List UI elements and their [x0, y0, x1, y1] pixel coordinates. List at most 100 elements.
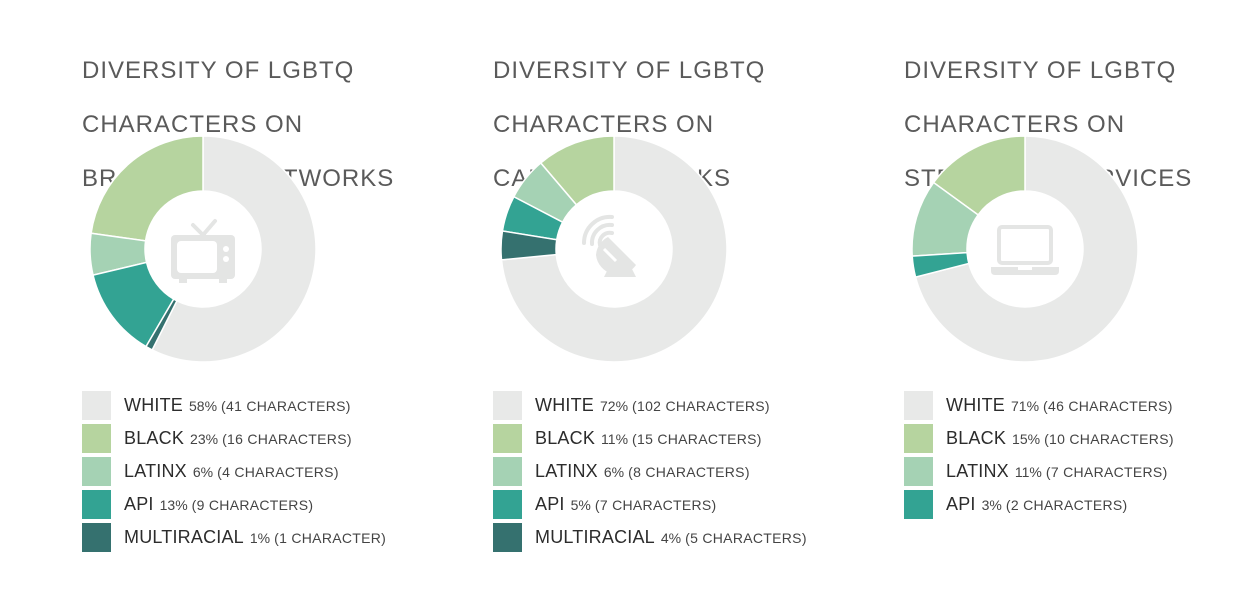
legend-count: (15 CHARACTERS): [632, 430, 762, 447]
donut-slice-white: [501, 136, 727, 362]
donut-slice-api: [501, 195, 564, 241]
legend-count: (5 CHARACTERS): [685, 529, 807, 546]
legend-percent: 5%: [570, 496, 591, 513]
legend-count: (41 CHARACTERS): [221, 397, 351, 414]
legend-percent: 11%: [601, 430, 629, 447]
chart-panel-cable: DIVERSITY OF LGBTQ CHARACTERS ON CABLE N…: [493, 30, 873, 590]
legend: WHITE 71% (46 CHARACTERS) BLACK 15% (10 …: [904, 391, 1174, 523]
legend-count: (10 CHARACTERS): [1044, 430, 1174, 447]
donut-slice-latinx: [90, 232, 148, 277]
legend-percent: 71%: [1011, 397, 1040, 414]
legend-count: (4 CHARACTERS): [217, 463, 339, 480]
legend-item: API 5% (7 CHARACTERS): [493, 490, 807, 519]
legend-label: MULTIRACIAL: [124, 527, 244, 547]
legend-item: WHITE 71% (46 CHARACTERS): [904, 391, 1174, 420]
legend-label: LATINX: [535, 461, 598, 481]
donut-slice-black: [932, 136, 1026, 216]
legend-count: (1 CHARACTER): [274, 529, 387, 546]
legend-label: API: [124, 494, 154, 514]
legend-label: LATINX: [946, 461, 1009, 481]
legend-item: LATINX 11% (7 CHARACTERS): [904, 457, 1174, 486]
legend-label: API: [946, 494, 976, 514]
legend-percent: 58%: [189, 397, 218, 414]
legend-swatch: [493, 457, 522, 486]
donut-chart: [90, 136, 316, 362]
legend-count: (7 CHARACTERS): [594, 496, 717, 513]
donut-slice-white: [151, 136, 316, 362]
legend-item: WHITE 58% (41 CHARACTERS): [82, 391, 386, 420]
legend-swatch: [82, 490, 111, 519]
legend-percent: 72%: [600, 397, 629, 414]
donut-slice-black: [539, 136, 615, 206]
satellite-dish-icon: [581, 214, 636, 277]
donut-slice-api: [92, 261, 175, 348]
legend: WHITE 58% (41 CHARACTERS) BLACK 23% (16 …: [82, 391, 386, 556]
title-line: CHARACTERS ON: [82, 111, 304, 138]
legend-item: MULTIRACIAL 1% (1 CHARACTER): [82, 523, 386, 552]
legend-count: (9 CHARACTERS): [191, 496, 314, 513]
legend-swatch: [493, 424, 522, 453]
legend-percent: 6%: [192, 463, 214, 480]
legend-item: MULTIRACIAL 4% (5 CHARACTERS): [493, 523, 807, 552]
donut-chart: [501, 136, 727, 362]
legend-item: API 3% (2 CHARACTERS): [904, 490, 1174, 519]
laptop-icon: [991, 225, 1059, 275]
legend-swatch: [904, 490, 933, 519]
donut-slice-api: [912, 251, 970, 279]
title-line: DIVERSITY OF LGBTQ: [82, 57, 355, 84]
donut-slice-multiracial: [144, 298, 178, 351]
legend-percent: 15%: [1012, 430, 1041, 447]
legend-count: (102 CHARACTERS): [632, 397, 770, 414]
legend-percent: 13%: [159, 496, 188, 513]
title-line: CHARACTERS ON: [493, 111, 715, 138]
legend-swatch: [82, 523, 111, 552]
legend-swatch: [493, 490, 522, 519]
legend-count: (7 CHARACTERS): [1045, 463, 1168, 480]
legend-item: LATINX 6% (4 CHARACTERS): [82, 457, 386, 486]
donut-slice-latinx: [912, 181, 980, 257]
legend-percent: 6%: [603, 463, 625, 480]
chart-panel-streaming: DIVERSITY OF LGBTQ CHARACTERS ON STREAMI…: [904, 30, 1237, 590]
chart-panel-broadcast: DIVERSITY OF LGBTQ CHARACTERS ON BROADCA…: [82, 30, 462, 590]
donut-slice-latinx: [512, 161, 578, 224]
legend-item: BLACK 15% (10 CHARACTERS): [904, 424, 1174, 453]
legend-swatch: [82, 424, 111, 453]
legend-percent: 1%: [249, 529, 271, 546]
legend-item: API 13% (9 CHARACTERS): [82, 490, 386, 519]
donut-slice-white: [914, 136, 1138, 362]
legend-item: BLACK 11% (15 CHARACTERS): [493, 424, 807, 453]
donut-slice-multiracial: [501, 230, 558, 261]
donut-slice-black: [90, 136, 204, 242]
television-icon: [171, 219, 235, 283]
legend-label: API: [535, 494, 565, 514]
legend-swatch: [82, 391, 111, 420]
legend-swatch: [82, 457, 111, 486]
legend: WHITE 72% (102 CHARACTERS) BLACK 11% (15…: [493, 391, 807, 556]
legend-swatch: [904, 391, 933, 420]
legend-label: WHITE: [946, 395, 1005, 415]
title-line: CHARACTERS ON: [904, 111, 1126, 138]
legend-item: WHITE 72% (102 CHARACTERS): [493, 391, 807, 420]
legend-label: LATINX: [124, 461, 187, 481]
legend-percent: 11%: [1014, 463, 1042, 480]
legend-percent: 23%: [190, 430, 219, 447]
legend-label: MULTIRACIAL: [535, 527, 655, 547]
legend-swatch: [904, 457, 933, 486]
legend-label: BLACK: [946, 428, 1007, 448]
legend-percent: 3%: [981, 496, 1002, 513]
legend-item: LATINX 6% (8 CHARACTERS): [493, 457, 807, 486]
legend-percent: 4%: [660, 529, 682, 546]
legend-label: BLACK: [535, 428, 596, 448]
legend-swatch: [904, 424, 933, 453]
legend-label: WHITE: [535, 395, 594, 415]
title-line: DIVERSITY OF LGBTQ: [493, 57, 766, 84]
legend-item: BLACK 23% (16 CHARACTERS): [82, 424, 386, 453]
legend-label: BLACK: [124, 428, 185, 448]
legend-count: (2 CHARACTERS): [1005, 496, 1128, 513]
title-line: DIVERSITY OF LGBTQ: [904, 57, 1177, 84]
legend-count: (16 CHARACTERS): [222, 430, 352, 447]
legend-swatch: [493, 391, 522, 420]
legend-label: WHITE: [124, 395, 183, 415]
legend-count: (8 CHARACTERS): [628, 463, 750, 480]
legend-swatch: [493, 523, 522, 552]
